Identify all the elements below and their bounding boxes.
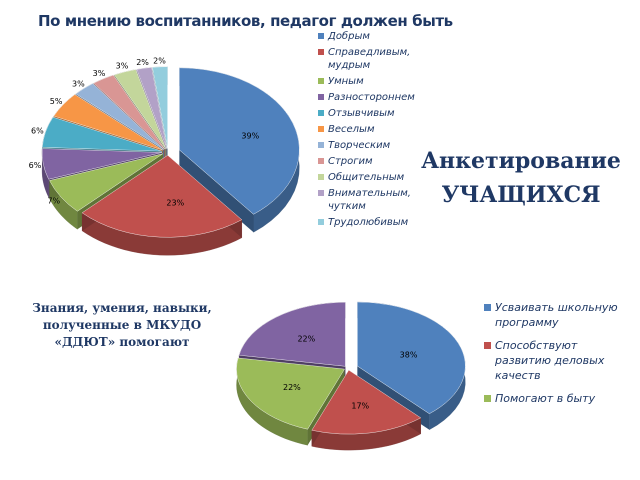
pie2-legend-swatch-0 [484,304,491,311]
pie1-data-label-9: 2% [136,58,149,67]
pie1-legend-swatch-2 [318,78,324,84]
pie1-data-label-7: 3% [93,69,106,78]
pie1-legend-label-1: Справедливым, мудрым [328,47,411,71]
pie1-legend-label-0: Добрым [328,31,370,42]
pie1-legend-swatch-7 [318,158,324,164]
pie2-legend-item-2: Помогают в быту [484,391,634,406]
pie1-data-label-6: 3% [72,80,85,89]
pie1-slice-3 [41,148,163,180]
pie2-slice-0 [357,301,466,414]
pie1-legend-label-8: Общительным [328,172,405,183]
legend-teacher-qualities: Добрым Справедливым, мудрым Умным Разностор… [318,30,418,232]
pie1-legend-label-5: Веселым [328,124,375,135]
pie1-slice-9 [136,67,168,149]
pie1-legend-label-10: Трудолюбивым [328,217,409,228]
pie1-legend-item-7: Строгим [318,155,418,168]
survey-heading: Анкетирование УЧАЩИХСЯ [408,144,634,212]
pie1-legend-swatch-9 [318,190,324,196]
pie1-legend-item-8: Общительным [318,171,418,184]
pie2-legend-label-0: Усваивать школьную программу [495,301,618,329]
chart2-title: Знания, умения, навыки, полученные в МКУ… [32,301,212,349]
pie1-legend-swatch-3 [318,94,324,100]
pie2-data-label-3: 22% [297,335,315,344]
pie1-data-label-4: 6% [31,126,44,135]
heading-line2: УЧАЩИХСЯ [441,182,601,208]
pie1-slice-0 [179,67,300,215]
pie1-slice-6 [75,83,165,150]
pie1-data-label-2: 7% [47,196,60,205]
pie1-legend-label-3: Разностороннем [328,92,415,103]
pie1-legend-label-2: Умным [328,76,364,87]
pie1-data-label-8: 3% [116,62,129,71]
pie2-legend-label-2: Помогают в быту [495,392,596,405]
pie2-slice-2 [236,357,345,430]
pie1-legend-item-4: Отзывчивым [318,107,418,120]
pie1-slice-4 [42,116,163,152]
pie1-legend-item-1: Справедливым, мудрым [318,46,418,72]
pie2-data-label-2: 22% [283,383,301,392]
pie1-legend-swatch-8 [318,174,324,180]
heading-line1: Анкетирование [421,148,621,174]
pie1-data-label-3: 6% [29,161,42,170]
pie1-slice-7 [93,74,166,150]
pie1-slice-wall-0-1 [179,149,254,233]
pie1-slice-2 [49,153,164,212]
pie1-slice-5 [53,94,164,151]
pie1-legend-item-9: Внимательным, чутким [318,187,418,213]
pie2-legend-swatch-2 [484,395,491,402]
pie1-legend-swatch-0 [318,33,324,39]
pie1-legend-label-4: Отзывчивым [328,108,395,119]
pie1-legend-item-5: Веселым [318,123,418,136]
pie1-legend-item-2: Умным [318,75,418,88]
pie1-legend-swatch-5 [318,126,324,132]
pie1-legend-item-3: Разностороннем [318,91,418,104]
pie2-slice-1 [311,369,422,435]
pie2-legend-label-1: Способствуют развитию деловых качеств [495,339,605,382]
pie1-legend-label-7: Строгим [328,156,373,167]
pie1-legend-label-6: Творческим [328,140,391,151]
pie1-data-label-5: 5% [50,97,63,106]
pie2-data-label-1: 17% [351,402,369,411]
pie1-legend-swatch-6 [318,142,324,148]
pie2-legend-item-0: Усваивать школьную программу [484,300,634,330]
pie1-slice-1 [81,155,243,238]
pie1-legend-swatch-4 [318,110,324,116]
pie1-legend-swatch-1 [318,49,324,55]
pie2-legend-item-1: Способствуют развитию деловых качеств [484,338,634,383]
pie2-legend-swatch-1 [484,342,491,349]
pie1-legend-label-9: Внимательным, чутким [328,188,411,212]
pie1-legend-swatch-10 [318,219,324,225]
pie1-slice-8 [114,69,167,150]
pie2-slice-3 [238,302,346,367]
pie1-legend-item-10: Трудолюбивым [318,216,418,229]
legend-skills-help: Усваивать школьную программу Способствуют… [484,300,634,414]
pie1-data-label-0: 39% [241,131,259,140]
pie1-data-label-1: 23% [166,199,184,208]
pie1-slice-10 [152,66,168,149]
pie1-legend-item-6: Творческим [318,139,418,152]
pie1-legend-item-0: Добрым [318,30,418,43]
pie1-data-label-10: 2% [153,56,166,65]
pie2-data-label-0: 38% [400,350,418,359]
chart1-title: По мнению воспитанников, педагог должен … [38,12,453,30]
